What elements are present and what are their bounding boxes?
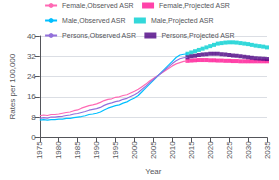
svg-text:Female,Projected ASR: Female,Projected ASR xyxy=(159,2,230,10)
svg-text:2000: 2000 xyxy=(130,141,139,159)
svg-text:2025: 2025 xyxy=(225,141,234,159)
svg-text:2030: 2030 xyxy=(244,141,253,159)
svg-text:0: 0 xyxy=(31,133,36,142)
svg-text:1990: 1990 xyxy=(92,141,101,159)
svg-text:Male,Projected ASR: Male,Projected ASR xyxy=(151,17,214,25)
svg-text:Persons,Observed ASR: Persons,Observed ASR xyxy=(62,32,136,39)
svg-text:40: 40 xyxy=(27,32,36,41)
svg-text:32: 32 xyxy=(27,52,36,61)
svg-text:24: 24 xyxy=(27,72,36,81)
svg-text:2005: 2005 xyxy=(149,141,158,159)
svg-text:Persons,Projected ASR: Persons,Projected ASR xyxy=(161,32,234,40)
svg-text:Male,Observed ASR: Male,Observed ASR xyxy=(62,17,125,24)
svg-text:2020: 2020 xyxy=(206,141,215,159)
svg-text:Female,Observed ASR: Female,Observed ASR xyxy=(62,2,134,9)
svg-text:2035: 2035 xyxy=(263,141,272,159)
svg-text:2015: 2015 xyxy=(187,141,196,159)
svg-text:1980: 1980 xyxy=(54,141,63,159)
svg-text:16: 16 xyxy=(27,92,36,101)
svg-text:2010: 2010 xyxy=(168,141,177,159)
svg-text:1995: 1995 xyxy=(111,141,120,159)
svg-text:Rates per 100,000: Rates per 100,000 xyxy=(8,53,17,119)
svg-text:1985: 1985 xyxy=(73,141,82,159)
svg-text:Year: Year xyxy=(145,167,162,176)
svg-text:1975: 1975 xyxy=(35,141,44,159)
svg-text:8: 8 xyxy=(31,113,36,122)
